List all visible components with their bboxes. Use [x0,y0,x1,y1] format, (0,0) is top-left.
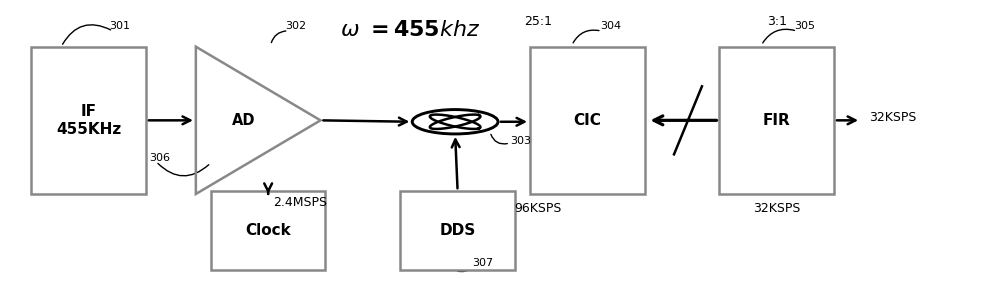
FancyBboxPatch shape [400,191,515,271]
Text: DDS: DDS [439,223,476,238]
Text: 305: 305 [794,21,815,31]
Text: FIR: FIR [763,113,791,128]
Text: 32KSPS: 32KSPS [869,111,916,124]
Text: AD: AD [231,113,255,128]
Text: 303: 303 [510,136,531,146]
Text: 3:1: 3:1 [767,15,787,28]
Text: 32KSPS: 32KSPS [754,202,801,214]
Text: 25:1: 25:1 [524,15,552,28]
Text: 302: 302 [286,21,307,31]
FancyBboxPatch shape [31,47,146,194]
FancyBboxPatch shape [530,47,645,194]
Text: IF
455KHz: IF 455KHz [56,104,121,136]
Text: 301: 301 [109,21,130,31]
Text: CIC: CIC [573,113,601,128]
Text: 306: 306 [149,153,170,163]
Text: 2.4MSPS: 2.4MSPS [273,196,327,209]
Text: 304: 304 [600,21,621,31]
FancyBboxPatch shape [211,191,325,271]
Text: 96KSPS: 96KSPS [514,202,562,214]
Text: 307: 307 [472,258,493,268]
FancyBboxPatch shape [719,47,834,194]
Text: $\it{\omega}$ $\mathbf{= 455}$$\mathit{khz}$: $\it{\omega}$ $\mathbf{= 455}$$\mathit{k… [340,20,481,40]
Text: Clock: Clock [245,223,291,238]
